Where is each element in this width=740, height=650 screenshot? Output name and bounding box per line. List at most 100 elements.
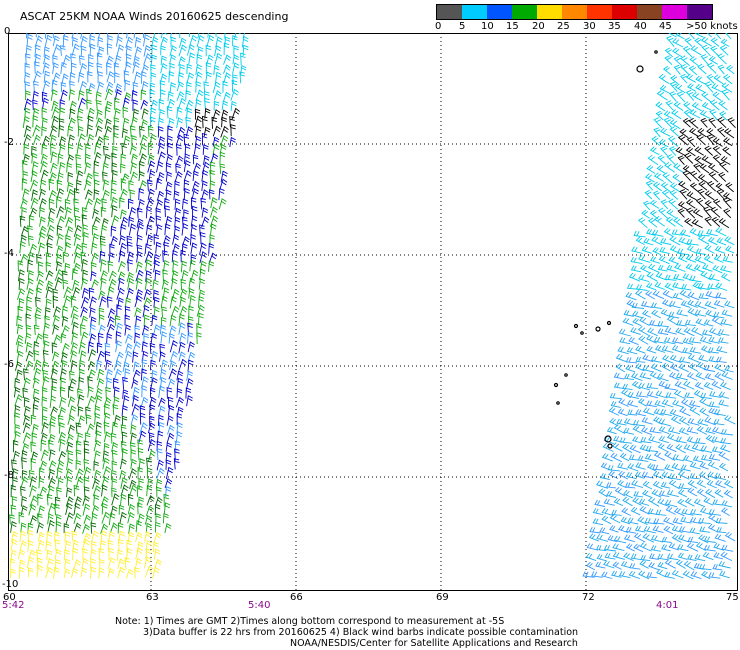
wind-barb bbox=[644, 453, 657, 462]
wind-barb bbox=[641, 309, 652, 318]
wind-barb bbox=[169, 82, 176, 93]
wind-barb bbox=[668, 473, 681, 481]
wind-barb bbox=[99, 296, 107, 308]
wind-barb bbox=[710, 37, 720, 47]
wind-barb bbox=[708, 171, 719, 183]
wind-barb bbox=[201, 169, 209, 182]
wind-barb bbox=[701, 263, 713, 272]
wind-barb bbox=[152, 279, 159, 290]
wind-barb bbox=[156, 161, 164, 173]
wind-barb bbox=[113, 360, 122, 371]
wind-barb bbox=[117, 260, 126, 273]
wind-barb bbox=[155, 207, 162, 218]
wind-barb bbox=[678, 526, 691, 533]
wind-barb bbox=[700, 36, 713, 47]
wind-barb bbox=[658, 490, 670, 498]
wind-barb bbox=[10, 538, 18, 551]
wind-barb bbox=[229, 136, 236, 148]
wind-barb bbox=[717, 64, 725, 75]
wind-barb bbox=[68, 117, 76, 128]
wind-barb bbox=[609, 514, 621, 524]
wind-barb bbox=[709, 109, 718, 121]
wind-barb bbox=[154, 269, 161, 281]
wind-barb bbox=[223, 42, 230, 56]
wind-barb bbox=[675, 327, 685, 336]
wind-barb bbox=[613, 497, 624, 507]
wind-barb bbox=[658, 426, 670, 435]
wind-barb bbox=[639, 316, 650, 326]
wind-barb bbox=[675, 372, 688, 381]
wind-barb bbox=[80, 324, 86, 336]
wind-barb bbox=[41, 143, 48, 155]
wind-barb bbox=[635, 409, 647, 417]
wind-barb bbox=[172, 234, 180, 245]
wind-barb bbox=[112, 145, 118, 156]
wind-barb bbox=[672, 292, 683, 300]
wind-barb bbox=[97, 71, 103, 84]
wind-barb bbox=[88, 61, 94, 74]
wind-barb bbox=[624, 482, 636, 489]
wind-barb bbox=[110, 432, 117, 444]
wind-barb bbox=[698, 517, 711, 525]
wind-barb bbox=[718, 100, 728, 111]
wind-barb bbox=[61, 342, 70, 355]
wind-barb bbox=[622, 443, 633, 454]
wind-barb bbox=[96, 378, 105, 389]
wind-barb bbox=[105, 369, 113, 380]
wind-barb bbox=[632, 425, 643, 434]
wind-barb bbox=[87, 71, 93, 83]
wind-barb bbox=[127, 259, 133, 272]
wind-barb bbox=[627, 517, 639, 525]
wind-barb bbox=[71, 332, 79, 345]
wind-barb bbox=[212, 109, 221, 120]
wind-barb bbox=[192, 154, 199, 165]
wind-barb bbox=[124, 368, 131, 381]
wind-barb bbox=[75, 154, 81, 165]
wind-barb bbox=[136, 218, 144, 229]
wind-barb bbox=[689, 346, 701, 354]
wind-barb bbox=[695, 75, 706, 85]
wind-barb bbox=[603, 498, 615, 506]
wind-barb bbox=[58, 414, 64, 426]
wind-barb bbox=[143, 44, 151, 57]
wind-barb bbox=[42, 375, 50, 389]
wind-barb bbox=[698, 293, 709, 300]
wind-barb bbox=[617, 462, 629, 470]
wind-barb bbox=[656, 164, 666, 174]
wind-barb bbox=[203, 126, 211, 137]
wind-barb bbox=[71, 321, 79, 335]
wind-barb bbox=[124, 297, 132, 308]
wind-barb bbox=[694, 300, 707, 310]
wind-barb bbox=[170, 305, 180, 318]
wind-barb bbox=[660, 127, 671, 137]
wind-barb bbox=[101, 218, 109, 228]
wind-barb bbox=[75, 468, 84, 481]
wind-barb bbox=[668, 256, 679, 265]
wind-barb bbox=[81, 557, 89, 569]
wind-barb bbox=[709, 391, 722, 398]
wind-barb bbox=[125, 36, 134, 49]
wind-barb bbox=[147, 160, 156, 173]
wind-barb bbox=[707, 236, 718, 246]
wind-barb bbox=[713, 299, 725, 308]
wind-barb bbox=[56, 179, 63, 191]
wind-barb bbox=[720, 272, 731, 282]
wind-barb bbox=[93, 189, 100, 200]
wind-barb bbox=[212, 136, 220, 147]
wind-barb bbox=[678, 180, 690, 191]
wind-barb bbox=[91, 504, 100, 515]
wind-barb bbox=[714, 533, 726, 542]
wind-barb bbox=[52, 295, 59, 309]
wind-barb bbox=[203, 81, 210, 93]
wind-barb bbox=[141, 359, 148, 372]
wind-barb bbox=[150, 377, 158, 389]
wind-barb bbox=[704, 216, 712, 227]
wind-barb bbox=[671, 525, 683, 533]
wind-barb bbox=[87, 386, 94, 398]
wind-barb bbox=[128, 468, 137, 480]
wind-barb bbox=[94, 412, 101, 425]
wind-barb bbox=[164, 522, 172, 534]
wind-barb bbox=[11, 495, 18, 507]
wind-barb bbox=[141, 324, 150, 336]
wind-barb bbox=[716, 237, 727, 246]
